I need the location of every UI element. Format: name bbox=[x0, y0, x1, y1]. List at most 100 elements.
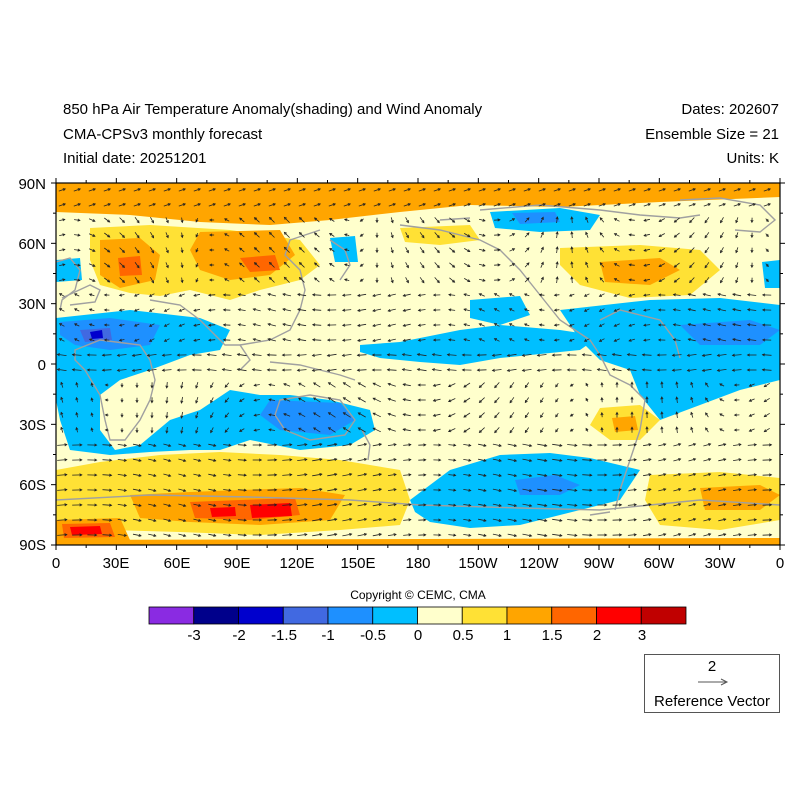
wind-vector bbox=[417, 368, 427, 372]
wind-vector-head bbox=[243, 488, 247, 492]
wind-vector bbox=[312, 339, 322, 341]
wind-vector bbox=[329, 278, 335, 282]
wind-vector bbox=[150, 217, 154, 223]
wind-vector-head bbox=[289, 503, 293, 507]
wind-vector bbox=[342, 309, 352, 311]
wind-vector-head bbox=[568, 338, 573, 342]
wind-vector bbox=[556, 261, 558, 269]
wind-vector-head bbox=[717, 338, 721, 342]
wind-vector bbox=[57, 489, 67, 491]
wind-vector-head bbox=[343, 218, 348, 222]
wind-vector bbox=[507, 518, 517, 522]
wind-vector-head bbox=[600, 381, 604, 386]
wind-vector-head bbox=[77, 278, 81, 282]
wind-vector-head bbox=[163, 338, 168, 342]
wind-vector-head bbox=[153, 518, 157, 522]
wind-vector-head bbox=[463, 399, 467, 403]
wind-vector-head bbox=[438, 443, 442, 447]
wind-vector bbox=[507, 488, 517, 492]
wind-vector-head bbox=[206, 353, 210, 357]
wind-vector-head bbox=[463, 308, 467, 312]
wind-vector bbox=[538, 203, 546, 207]
wind-vector-head bbox=[195, 219, 199, 223]
wind-vector-head bbox=[675, 396, 679, 400]
wind-vector-head bbox=[168, 534, 172, 537]
wind-vector bbox=[166, 382, 168, 388]
wind-vector-head bbox=[136, 235, 140, 239]
wind-vector bbox=[718, 533, 726, 537]
wind-vector-head bbox=[213, 443, 217, 447]
wind-vector bbox=[312, 488, 322, 492]
wind-vector bbox=[628, 293, 636, 297]
wind-vector bbox=[193, 503, 201, 507]
wind-vector bbox=[582, 369, 592, 371]
wind-vector bbox=[703, 533, 711, 537]
wind-vector-head bbox=[753, 518, 758, 522]
wind-vector bbox=[523, 203, 531, 207]
wind-vector bbox=[522, 473, 532, 477]
wind-vector-head bbox=[643, 308, 647, 312]
wind-vector-head bbox=[645, 396, 649, 400]
wind-vector bbox=[195, 396, 199, 404]
wind-vector-head bbox=[438, 533, 442, 537]
wind-vector bbox=[149, 293, 155, 297]
wind-vector-head bbox=[675, 426, 679, 430]
wind-vector-head bbox=[311, 308, 316, 312]
wind-vector bbox=[494, 293, 500, 297]
wind-vector-head bbox=[375, 219, 379, 224]
wind-vector bbox=[642, 354, 652, 356]
wind-vector-head bbox=[615, 426, 619, 430]
wind-vector-head bbox=[678, 533, 682, 537]
wind-vector-head bbox=[283, 246, 287, 250]
wind-vector bbox=[448, 339, 456, 341]
wind-vector-head bbox=[512, 188, 516, 192]
wind-vector bbox=[479, 323, 485, 327]
wind-vector bbox=[405, 247, 409, 253]
wind-vector-head bbox=[238, 429, 243, 432]
wind-vector bbox=[59, 249, 65, 251]
wind-vector bbox=[747, 324, 757, 326]
wind-vector-head bbox=[176, 353, 180, 357]
wind-vector bbox=[509, 218, 515, 222]
wind-vector-head bbox=[689, 235, 693, 239]
wind-vector bbox=[643, 518, 651, 522]
wind-vector-head bbox=[570, 246, 574, 250]
wind-vector-head bbox=[268, 276, 273, 281]
wind-vector bbox=[567, 504, 577, 506]
lon-tick-label: 120E bbox=[279, 555, 314, 572]
wind-vector bbox=[447, 369, 457, 371]
wind-vector-head bbox=[150, 400, 154, 404]
wind-vector bbox=[703, 203, 711, 207]
wind-vector bbox=[449, 277, 455, 283]
wind-vector bbox=[747, 504, 757, 506]
reference-arrow-icon bbox=[698, 678, 729, 686]
wind-vector-head bbox=[317, 203, 321, 207]
wind-vector-head bbox=[613, 278, 617, 282]
wind-vector-head bbox=[372, 308, 376, 312]
wind-vector-head bbox=[568, 308, 573, 312]
wind-vector-head bbox=[423, 518, 427, 522]
wind-vector-head bbox=[107, 249, 111, 253]
wind-vector bbox=[582, 504, 592, 506]
wind-vector bbox=[522, 443, 532, 447]
wind-vector bbox=[403, 428, 411, 432]
wind-vector-head bbox=[297, 338, 301, 342]
wind-vector bbox=[556, 231, 558, 239]
wind-vector bbox=[314, 277, 320, 283]
wind-vector-head bbox=[568, 323, 573, 327]
wind-vector-head bbox=[120, 429, 124, 433]
wind-vector bbox=[269, 247, 275, 253]
wind-vector bbox=[509, 248, 515, 252]
wind-vector bbox=[148, 518, 156, 522]
wind-vector-head bbox=[448, 338, 452, 342]
colorbar-label: 3 bbox=[638, 627, 646, 644]
wind-vector-head bbox=[643, 278, 647, 282]
wind-vector bbox=[463, 444, 471, 446]
wind-vector bbox=[524, 397, 530, 403]
lon-tick-label: 180 bbox=[405, 555, 430, 572]
wind-vector-head bbox=[120, 399, 124, 403]
wind-vector-head bbox=[88, 293, 93, 297]
wind-vector-head bbox=[432, 428, 437, 432]
wind-vector bbox=[314, 217, 320, 223]
wind-vector-head bbox=[746, 353, 750, 357]
